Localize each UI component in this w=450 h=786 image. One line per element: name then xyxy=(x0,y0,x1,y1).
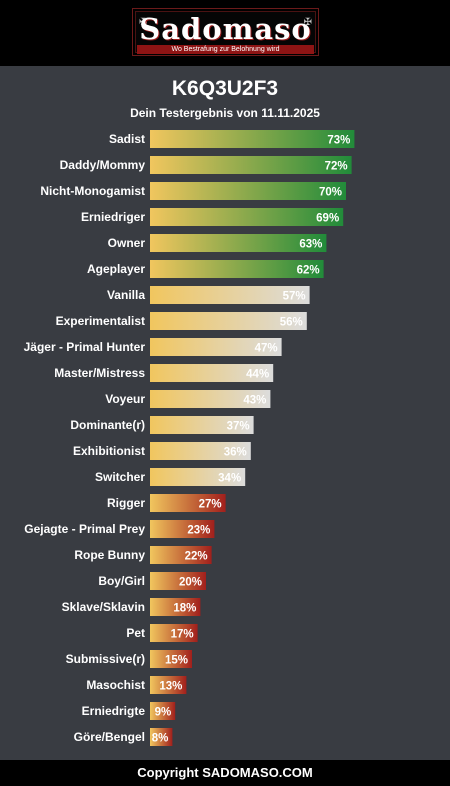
category-label: Vanilla xyxy=(107,288,145,302)
bar xyxy=(150,676,187,694)
value-label: 47% xyxy=(255,343,278,355)
bar xyxy=(150,468,246,486)
bar xyxy=(150,494,226,512)
chart-title: K6Q3U2F3 xyxy=(171,77,279,100)
bar xyxy=(150,702,176,720)
value-label: 62% xyxy=(297,265,320,277)
category-label: Boy/Girl xyxy=(98,574,145,588)
category-label: Master/Mistress xyxy=(54,366,145,380)
bar xyxy=(150,624,198,642)
value-label: 17% xyxy=(171,629,194,641)
bar xyxy=(150,364,274,382)
value-label: 43% xyxy=(243,395,266,407)
logo-title: Sadomaso xyxy=(139,12,312,46)
bar xyxy=(150,390,271,408)
value-label: 23% xyxy=(187,525,210,537)
category-label: Voyeur xyxy=(105,392,145,406)
value-label: 15% xyxy=(165,655,188,667)
logo-tagline: Wo Bestrafung zur Belohnung wird xyxy=(137,45,314,54)
value-label: 56% xyxy=(280,317,303,329)
ornament-right-icon: ✠ xyxy=(303,17,312,28)
value-label: 20% xyxy=(179,577,202,589)
bar xyxy=(150,312,307,330)
bar xyxy=(150,572,206,590)
bar xyxy=(150,182,346,200)
category-label: Sadist xyxy=(109,132,145,146)
bar xyxy=(150,598,201,616)
site-header: ✠ ✠ Sadomaso Wo Bestrafung zur Belohnung… xyxy=(0,0,450,66)
bar xyxy=(150,234,327,252)
bar xyxy=(150,728,173,746)
value-label: 13% xyxy=(159,681,182,693)
category-label: Owner xyxy=(108,236,146,250)
bar xyxy=(150,442,251,460)
bar xyxy=(150,156,352,174)
category-label: Dominante(r) xyxy=(70,418,145,432)
value-label: 18% xyxy=(173,603,196,615)
footer-copyright: Copyright SADOMASO.COM xyxy=(0,760,450,786)
value-label: 70% xyxy=(319,187,342,199)
value-label: 36% xyxy=(224,447,247,459)
category-label: Ageplayer xyxy=(87,262,145,276)
bar xyxy=(150,208,344,226)
category-label: Nicht-Monogamist xyxy=(40,184,145,198)
site-logo[interactable]: ✠ ✠ Sadomaso Wo Bestrafung zur Belohnung… xyxy=(132,8,319,56)
category-label: Masochist xyxy=(86,678,145,692)
chart-subtitle: Dein Testergebnis von 11.11.2025 xyxy=(130,106,320,120)
value-label: 37% xyxy=(227,421,250,433)
value-label: 63% xyxy=(299,239,322,251)
category-label: Experimentalist xyxy=(56,314,145,328)
category-label: Rigger xyxy=(107,496,145,510)
category-label: Pet xyxy=(126,626,145,640)
category-label: Jäger - Primal Hunter xyxy=(24,340,146,354)
category-label: Göre/Bengel xyxy=(74,730,145,744)
value-label: 34% xyxy=(218,473,241,485)
bar xyxy=(150,130,355,148)
bar xyxy=(150,650,192,668)
category-label: Exhibitionist xyxy=(73,444,145,458)
value-label: 44% xyxy=(246,369,269,381)
value-label: 73% xyxy=(327,135,350,147)
value-label: 8% xyxy=(152,733,169,745)
bar xyxy=(150,546,212,564)
ornament-left-icon: ✠ xyxy=(139,17,148,28)
value-label: 22% xyxy=(185,551,208,563)
results-bar-chart: Sadist 73% Daddy/Mommy 72% Nicht-Monogamist 7… xyxy=(24,130,355,746)
category-label: Erniedriger xyxy=(81,210,145,224)
bar xyxy=(150,286,310,304)
bar xyxy=(150,520,215,538)
category-label: Rope Bunny xyxy=(74,548,145,562)
bar xyxy=(150,260,324,278)
bar xyxy=(150,416,254,434)
category-label: Sklave/Sklavin xyxy=(62,600,145,614)
value-label: 69% xyxy=(316,213,339,225)
category-label: Erniedrigte xyxy=(82,704,146,718)
category-label: Submissive(r) xyxy=(66,652,145,666)
bar xyxy=(150,338,282,356)
value-label: 27% xyxy=(199,499,222,511)
value-label: 57% xyxy=(283,291,306,303)
category-label: Switcher xyxy=(95,470,145,484)
value-label: 72% xyxy=(325,161,348,173)
category-label: Gejagte - Primal Prey xyxy=(24,522,145,536)
value-label: 9% xyxy=(155,707,172,719)
category-label: Daddy/Mommy xyxy=(60,158,146,172)
